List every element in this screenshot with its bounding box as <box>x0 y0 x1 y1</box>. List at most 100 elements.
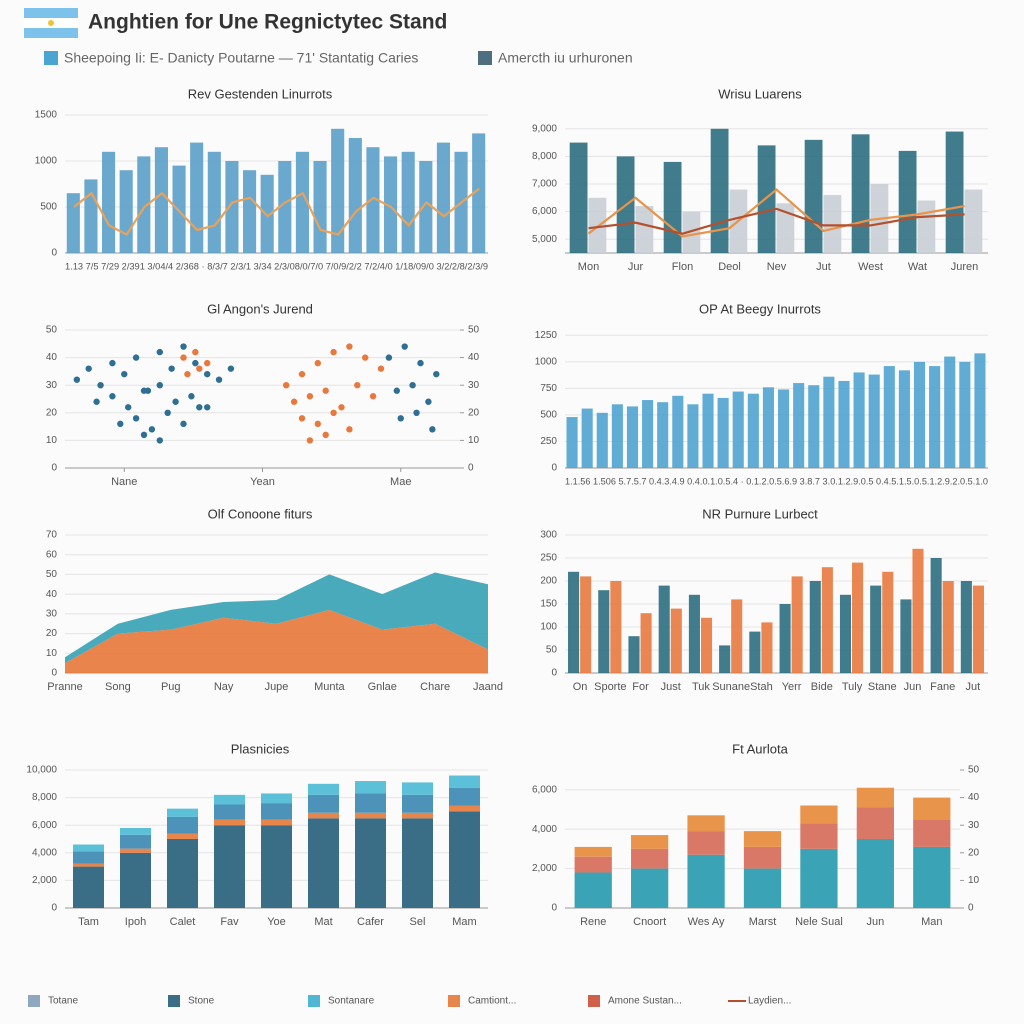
y-tick-label: 70 <box>46 530 58 541</box>
bar-segment <box>213 819 246 826</box>
scatter-point <box>132 415 140 422</box>
bar-segment <box>119 852 152 908</box>
chart-panel: Rev Gestenden Linurrots 0 500 1000 1500 1.13 … <box>35 86 488 271</box>
scatter-point <box>125 404 132 411</box>
y-tick-label: 150 <box>540 599 557 610</box>
scatter-point <box>204 359 211 367</box>
scatter-point <box>117 420 124 428</box>
bar <box>566 417 578 468</box>
x-tick-label: Deol <box>718 261 741 273</box>
bar <box>912 548 924 673</box>
y-tick-label: 50 <box>546 645 558 656</box>
scatter-point <box>188 393 195 400</box>
bar-segment <box>401 782 434 795</box>
bar-segment <box>913 846 951 908</box>
scatter-point <box>298 415 306 422</box>
chart-title: Gl Angon's Jurend <box>207 301 313 316</box>
x-tick-label: Marst <box>749 916 777 928</box>
bar-segment <box>800 805 838 824</box>
bar <box>569 142 588 253</box>
legend-label: Laydien... <box>748 996 791 1007</box>
area <box>65 609 488 673</box>
x-tick-label: Tam <box>78 916 99 928</box>
chart-title: Ft Aurlota <box>732 741 788 756</box>
scatter-point <box>192 348 199 356</box>
x-tick-label: Wat <box>908 261 927 273</box>
y-tick-label: 5,000 <box>532 234 557 245</box>
y-tick-label: 500 <box>540 410 557 421</box>
flag <box>24 8 78 38</box>
y-tick-label: 60 <box>46 549 58 560</box>
bar <box>225 161 239 253</box>
bar-segment <box>401 818 434 908</box>
x-tick-label: Cafer <box>357 916 384 928</box>
y-tick-label: 30 <box>46 608 58 619</box>
y-tick-label: 10 <box>46 648 58 659</box>
bar <box>172 165 186 253</box>
bar <box>313 161 327 253</box>
bar <box>776 203 795 253</box>
legend-swatch <box>448 995 460 1007</box>
y2-tick-label: 20 <box>968 847 980 858</box>
chart-title: Plasnicies <box>231 741 290 756</box>
x-tick-label: Stane <box>868 681 897 693</box>
bar-segment <box>448 811 481 908</box>
bar-segment <box>743 846 782 869</box>
chart-panel: OP At Beegy Inurrots 0 250 500 750 1000 1250 1.… <box>535 301 988 486</box>
bar <box>929 366 941 468</box>
bar <box>944 356 956 468</box>
y-tick-label: 9,000 <box>532 123 557 134</box>
y2-tick-label: 0 <box>468 463 474 474</box>
scatter-point <box>180 343 187 350</box>
bar <box>700 617 713 673</box>
scatter-point <box>196 404 203 411</box>
bar <box>732 391 744 468</box>
x-tick-label: Nev <box>767 261 787 273</box>
bar <box>384 156 398 253</box>
bar-segment <box>119 827 152 835</box>
x-tick-label: Stah <box>750 681 773 693</box>
scatter-point <box>204 370 211 378</box>
scatter-point <box>338 404 345 411</box>
bar-segment <box>354 812 387 819</box>
bar <box>137 156 151 253</box>
chart-panel: NR Purnure Lurbect 0 50 100 150 200 250 300 On Sp… <box>540 506 988 693</box>
y-tick-label: 0 <box>51 668 57 679</box>
scatter-point <box>283 382 290 389</box>
scatter-point <box>314 420 321 428</box>
bar <box>761 622 773 673</box>
x-tick-label: Tuk <box>692 681 710 693</box>
bar <box>804 139 823 253</box>
chart-panel: Olf Conoone fiturs 0 10 20 30 40 50 60 70 Pranne S… <box>46 506 503 692</box>
scatter-point <box>97 382 104 389</box>
x-tick-label: Sunane <box>712 681 750 693</box>
bar <box>154 147 168 253</box>
y2-tick-label: 40 <box>968 792 980 803</box>
bar-segment <box>856 807 894 839</box>
bar <box>672 395 684 468</box>
y-tick-label: 10,000 <box>26 765 57 776</box>
bar <box>348 138 362 253</box>
bar <box>626 406 639 468</box>
bar <box>642 400 654 468</box>
scatter-point <box>346 426 353 433</box>
bar <box>870 585 882 673</box>
bar <box>663 161 682 253</box>
x-tick-label: Cnoort <box>633 916 666 928</box>
bar <box>945 131 964 253</box>
x-tick-label: Rene <box>580 916 606 928</box>
scatter-point <box>354 382 361 389</box>
x-tick-label: Jun <box>904 681 922 693</box>
bar-segment <box>354 818 387 908</box>
bar <box>419 161 433 253</box>
legend-label: Camtiont... <box>468 996 516 1007</box>
x-tick-label: Nele Sual <box>795 916 843 928</box>
bar <box>588 197 607 253</box>
bar-segment <box>631 868 669 908</box>
x-tick-label: Mon <box>578 261 599 273</box>
scatter-point <box>140 387 148 394</box>
y2-tick-label: 50 <box>968 765 980 776</box>
legend-swatch <box>478 51 492 65</box>
x-tick-label: Sporte <box>594 681 626 693</box>
